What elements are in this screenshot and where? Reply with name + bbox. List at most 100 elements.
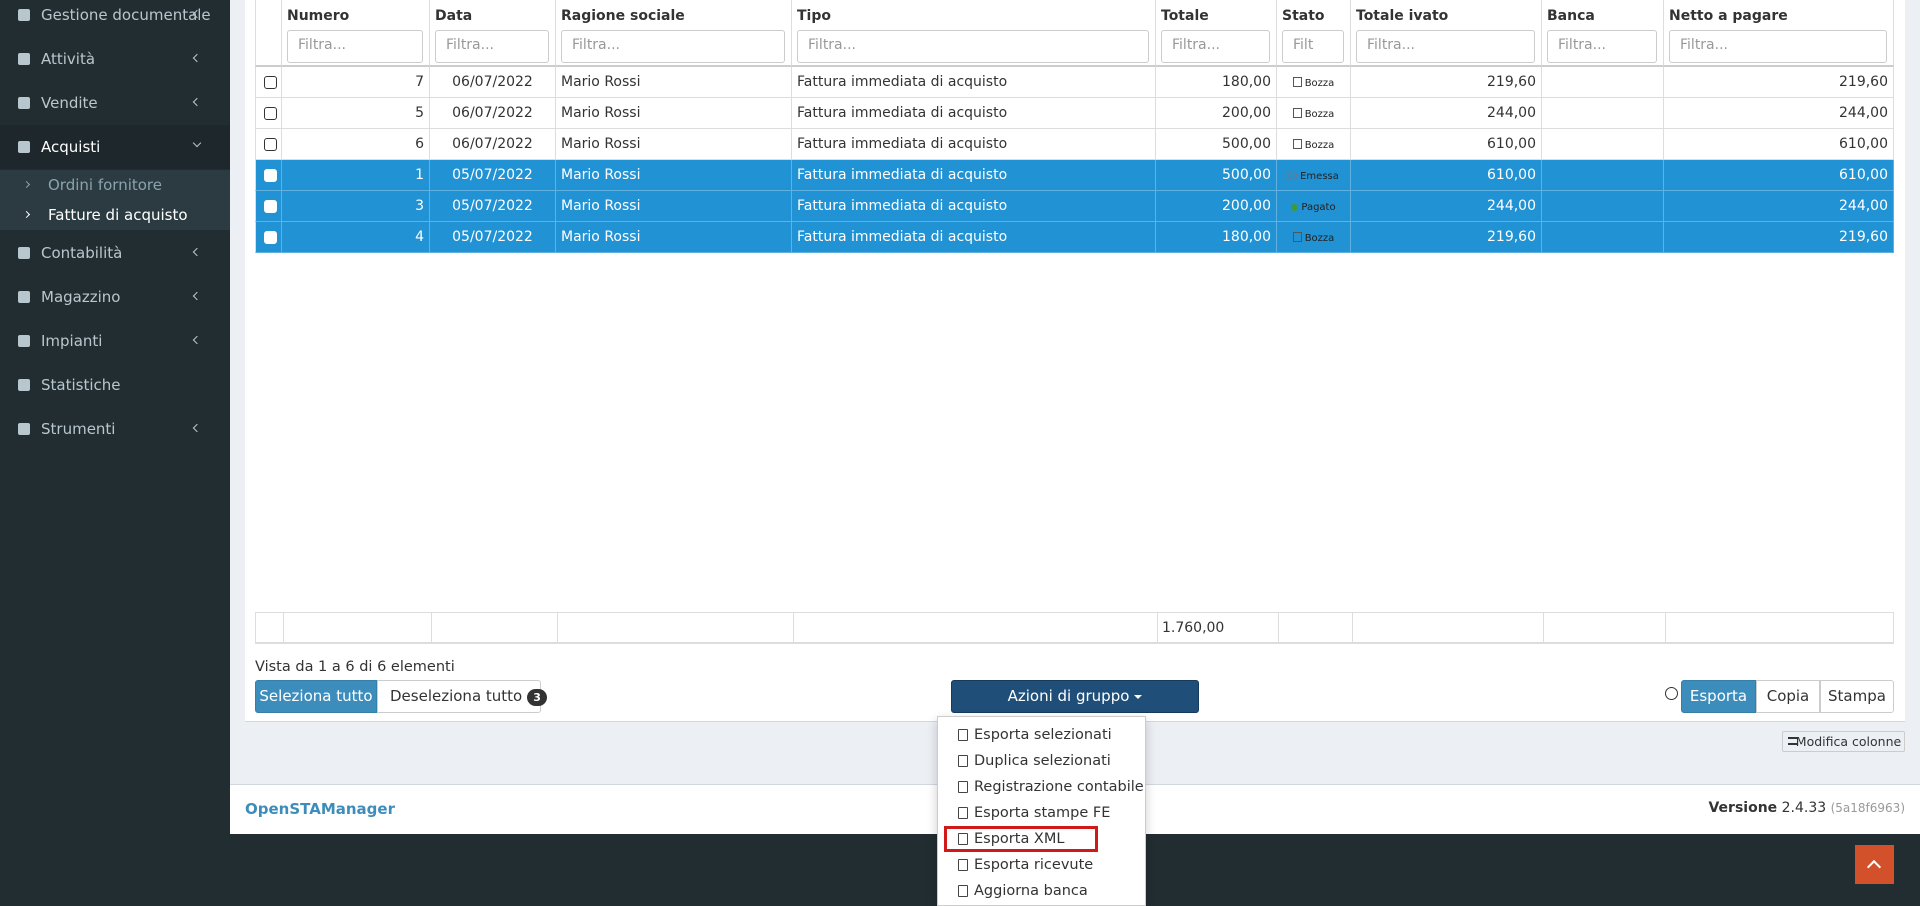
table-cell: 7 — [282, 67, 430, 98]
total-divider — [1157, 613, 1158, 642]
cell-text: 610,00 — [1487, 136, 1536, 152]
dropdown-item[interactable]: Esporta selezionati — [938, 722, 1145, 748]
table-cell: 219,60 — [1351, 222, 1542, 253]
menu-chevron — [192, 9, 202, 19]
table-cell: 610,00 — [1351, 129, 1542, 160]
menu-item[interactable]: Impianti — [0, 319, 230, 363]
submenu-chevron — [22, 210, 31, 219]
cell-text: 219,60 — [1487, 229, 1536, 245]
filter-input[interactable]: Filtra... — [1547, 30, 1657, 63]
row-checkbox-cell[interactable] — [255, 67, 282, 98]
cell-text: 610,00 — [1487, 167, 1536, 183]
status-icon — [1292, 108, 1302, 118]
export-button[interactable]: Copia — [1756, 680, 1820, 713]
menu-item[interactable]: Vendite — [0, 81, 230, 125]
cell-text: 244,00 — [1487, 198, 1536, 214]
scroll-top[interactable] — [1855, 845, 1894, 884]
status-badge: Bozza — [1304, 78, 1335, 89]
cell-text: 06/07/2022 — [452, 105, 533, 121]
dropdown-item[interactable]: Duplica selezionati — [938, 748, 1145, 774]
header-label[interactable]: Totale ivato — [1356, 8, 1449, 24]
table-cell: 610,00 — [1664, 129, 1894, 160]
table-cell: 244,00 — [1351, 98, 1542, 129]
menu-chevron — [192, 291, 202, 301]
header-label[interactable]: Tipo — [797, 8, 831, 24]
filter-input[interactable]: Filtra... — [1356, 30, 1535, 63]
checkbox[interactable] — [264, 138, 277, 151]
cell-text: 610,00 — [1839, 136, 1888, 152]
header-label[interactable]: Data — [435, 8, 473, 24]
filter-input[interactable]: Filt — [1282, 30, 1344, 63]
menu-item[interactable]: Attività — [0, 37, 230, 81]
export-button[interactable]: Stampa — [1820, 680, 1894, 713]
menu-item[interactable]: Contabilità — [0, 231, 230, 275]
dropdown-icon — [958, 755, 968, 767]
header-cell: Tipo Filtra... — [792, 0, 1156, 67]
dropdown-item[interactable]: Registrazione contabile — [938, 774, 1145, 800]
cell-text: 06/07/2022 — [452, 136, 533, 152]
table-cell: Fattura immediata di acquisto — [792, 129, 1156, 160]
select-all-button[interactable]: Seleziona tutto — [255, 680, 377, 713]
total-divider — [1543, 613, 1544, 642]
filter-input[interactable]: Filtra... — [435, 30, 549, 63]
filter-input[interactable]: Filtra... — [1161, 30, 1270, 63]
status-badge: Bozza — [1304, 109, 1335, 120]
group-actions-button[interactable]: Azioni di gruppo — [951, 680, 1199, 713]
submenu-chevron — [22, 180, 31, 189]
cell-text: Mario Rossi — [561, 167, 641, 183]
total-row: 1.760,00 — [255, 612, 1894, 644]
deselect-all-button[interactable]: Deseleziona tutto 3 — [377, 680, 547, 713]
dropdown-item[interactable]: Esporta stampe FE — [938, 800, 1145, 826]
table-cell: Fattura immediata di acquisto — [792, 67, 1156, 98]
dropdown-icon — [958, 807, 968, 819]
header-label[interactable]: Banca — [1547, 8, 1595, 24]
menu-item[interactable]: Statistiche — [0, 363, 230, 407]
checkbox[interactable] — [264, 231, 277, 244]
header-label[interactable]: Totale — [1161, 8, 1209, 24]
header-label[interactable]: Numero — [287, 8, 350, 24]
cell-text: 200,00 — [1222, 198, 1271, 214]
dropdown-item[interactable]: Esporta ricevute — [938, 852, 1145, 878]
submenu-item[interactable]: Fatture di acquisto — [0, 200, 230, 230]
checkbox[interactable] — [264, 76, 277, 89]
export-button[interactable]: Esporta — [1681, 680, 1756, 713]
table-cell: 500,00 — [1156, 129, 1277, 160]
cell-text: Fattura immediata di acquisto — [797, 136, 1008, 152]
checkbox[interactable] — [264, 169, 277, 182]
filter-input[interactable]: Filtra... — [287, 30, 423, 63]
cell-text: Fattura immediata di acquisto — [797, 105, 1008, 121]
row-checkbox-cell[interactable] — [255, 98, 282, 129]
cell-text: 219,60 — [1839, 229, 1888, 245]
dropdown-item[interactable]: Aggiorna banca — [938, 878, 1145, 904]
menu-icon — [18, 97, 30, 109]
dropdown-icon — [958, 885, 968, 897]
brand[interactable]: OpenSTAManager — [245, 800, 395, 818]
dropdown-item[interactable]: Esporta XML — [944, 826, 1098, 852]
row-checkbox-cell[interactable] — [255, 191, 282, 222]
filter-input[interactable]: Filtra... — [561, 30, 785, 63]
header-label[interactable]: Netto a pagare — [1669, 8, 1788, 24]
row-checkbox-cell[interactable] — [255, 160, 282, 191]
checkbox[interactable] — [264, 200, 277, 213]
filter-input[interactable]: Filtra... — [797, 30, 1149, 63]
dropdown-icon — [958, 781, 968, 793]
menu-icon — [18, 9, 30, 21]
header-label[interactable]: Ragione sociale — [561, 8, 685, 24]
header-label[interactable]: Stato — [1282, 8, 1325, 24]
row-checkbox-cell[interactable] — [255, 129, 282, 160]
submenu-item[interactable]: Ordini fornitore — [0, 170, 230, 200]
checkbox[interactable] — [264, 107, 277, 120]
table-cell: Fattura immediata di acquisto — [792, 160, 1156, 191]
row-checkbox-cell[interactable] — [255, 222, 282, 253]
menu-item[interactable]: Magazzino — [0, 275, 230, 319]
edit-columns-button[interactable]: Modifica colonne — [1782, 731, 1905, 752]
table-cell — [1542, 98, 1664, 129]
table-cell: Bozza — [1277, 67, 1351, 98]
menu-item[interactable]: Gestione documentale — [0, 0, 230, 37]
menu-item[interactable]: Acquisti — [0, 125, 230, 169]
menu-item[interactable]: Strumenti — [0, 407, 230, 451]
cell-text: 610,00 — [1839, 167, 1888, 183]
table-cell: Mario Rossi — [556, 191, 792, 222]
filter-input[interactable]: Filtra... — [1669, 30, 1887, 63]
